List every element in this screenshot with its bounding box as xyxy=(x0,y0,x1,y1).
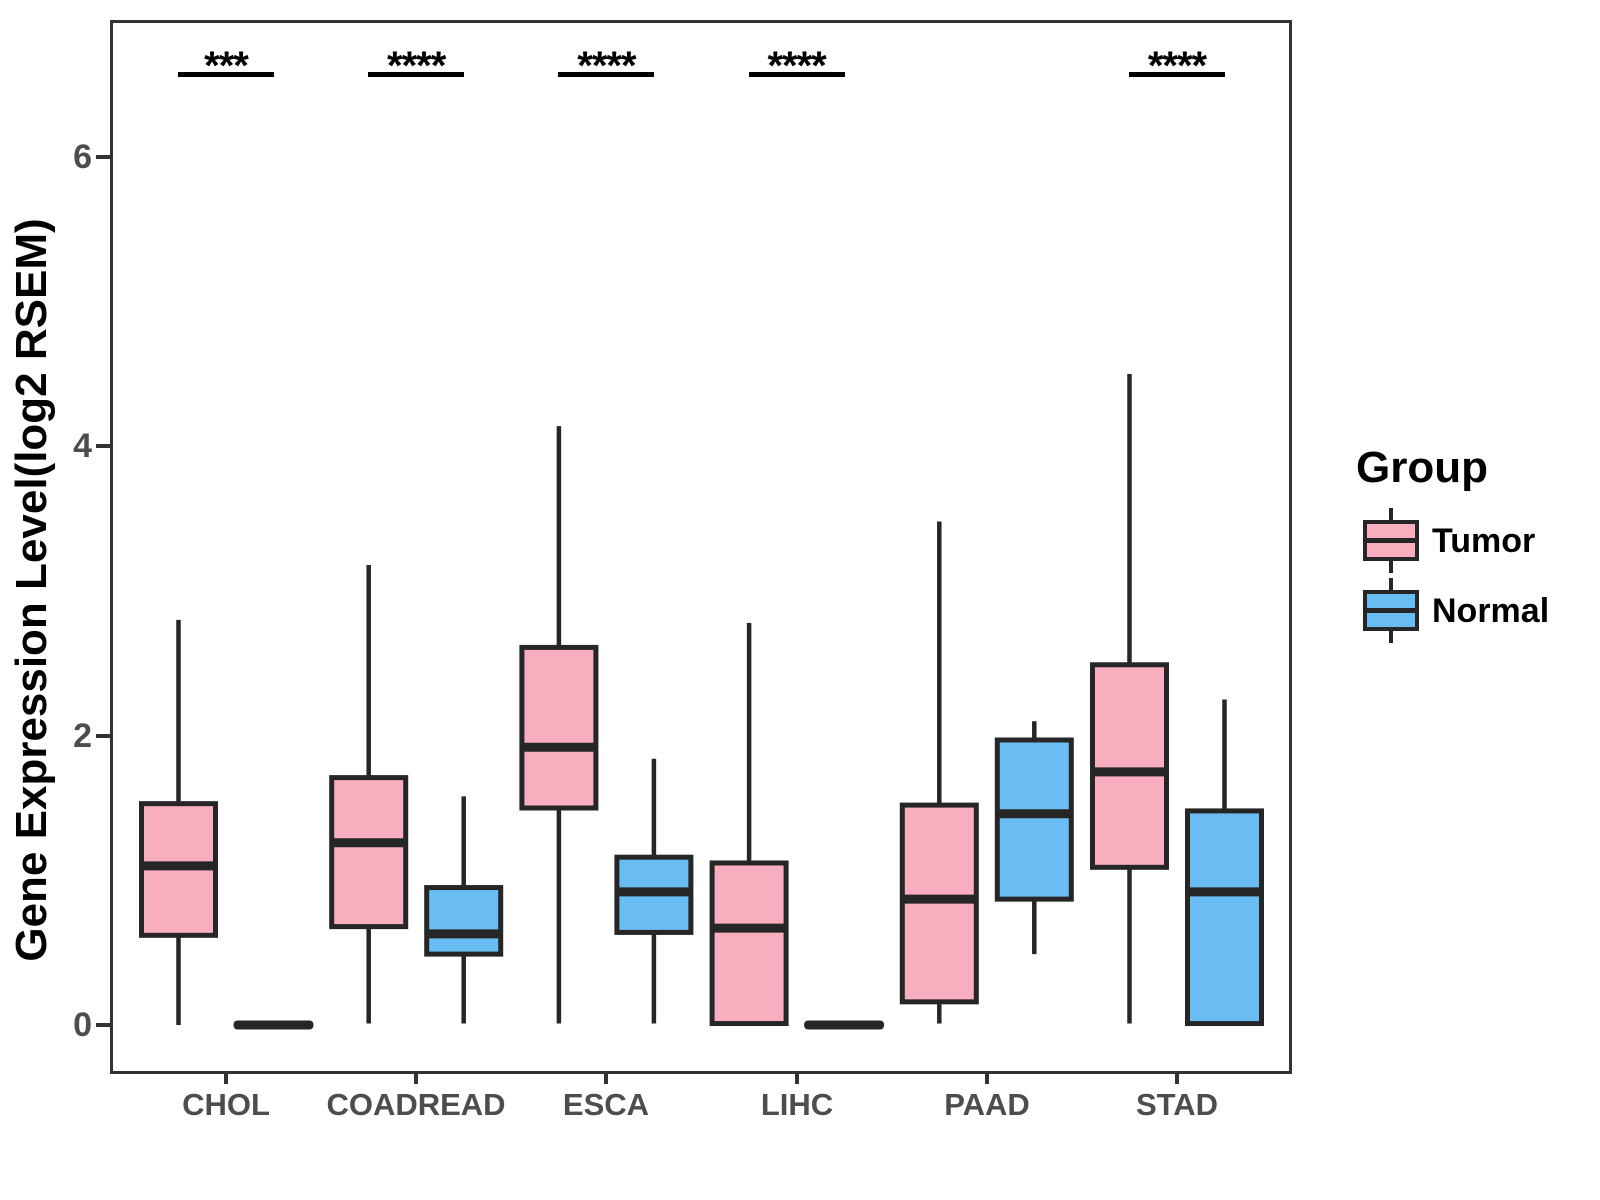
significance-stars-stad: **** xyxy=(1147,44,1207,88)
box-normal-STAD xyxy=(1185,699,1264,1027)
box-normal-PAAD xyxy=(994,721,1074,955)
y-tick-label-2: 2 xyxy=(73,717,92,755)
x-tick-label-stad: STAD xyxy=(1135,1087,1219,1122)
significance-stars-chol: *** xyxy=(204,44,249,88)
x-tick-mark-chol xyxy=(224,1071,228,1084)
x-tick-label-paad: PAAD xyxy=(944,1087,1030,1122)
x-tick-label-coadread: COADREAD xyxy=(326,1087,506,1122)
significance-bar-chol xyxy=(178,72,274,77)
y-tick-label-0: 0 xyxy=(73,1006,92,1044)
x-tick-mark-lihc xyxy=(794,1071,799,1084)
box-normal-ESCA xyxy=(614,758,694,1024)
significance-bar-lihc xyxy=(748,72,845,77)
legend-label-tumor: Tumor xyxy=(1432,522,1536,560)
x-tick-label-esca: ESCA xyxy=(562,1087,650,1122)
legend-title: Group xyxy=(1356,443,1488,492)
box-normal-LIHC xyxy=(804,1020,885,1030)
legend-key-normal-icon xyxy=(1363,578,1419,643)
x-tick-label-chol: CHOL xyxy=(182,1087,270,1122)
y-tick-mark-2 xyxy=(96,733,110,738)
significance-stars-coadread: **** xyxy=(387,44,446,88)
box-tumor-PAAD xyxy=(899,521,979,1024)
significance-stars-lihc: **** xyxy=(767,44,826,88)
box-tumor-COADREAD xyxy=(329,564,409,1024)
box-tumor-CHOL xyxy=(139,619,218,1025)
plot-panel xyxy=(110,20,1292,1074)
y-tick-label-4: 4 xyxy=(73,427,92,465)
x-tick-mark-stad xyxy=(1175,1071,1179,1084)
legend-label-normal: Normal xyxy=(1432,592,1550,630)
x-tick-mark-paad xyxy=(984,1071,989,1084)
x-tick-mark-esca xyxy=(604,1071,609,1084)
significance-bar-stad xyxy=(1129,72,1225,77)
box-normal-COADREAD xyxy=(424,796,504,1024)
x-tick-mark-coadread xyxy=(414,1071,419,1084)
legend-key-tumor-icon xyxy=(1363,508,1419,573)
significance-stars-esca: **** xyxy=(577,44,636,88)
y-tick-mark-4 xyxy=(96,444,110,449)
box-normal-CHOL xyxy=(233,1020,314,1030)
x-tick-label-lihc: LIHC xyxy=(760,1087,834,1122)
significance-bar-esca xyxy=(558,72,655,77)
significance-bar-coadread xyxy=(368,72,465,77)
box-tumor-ESCA xyxy=(519,426,599,1024)
y-axis-title: Gene Expression Level(log2 RSEM) xyxy=(7,218,56,962)
y-tick-mark-0 xyxy=(96,1023,110,1027)
y-tick-label-6: 6 xyxy=(73,138,92,176)
y-tick-mark-6 xyxy=(96,154,110,159)
box-tumor-STAD xyxy=(1090,373,1169,1024)
box-tumor-LIHC xyxy=(709,622,789,1027)
